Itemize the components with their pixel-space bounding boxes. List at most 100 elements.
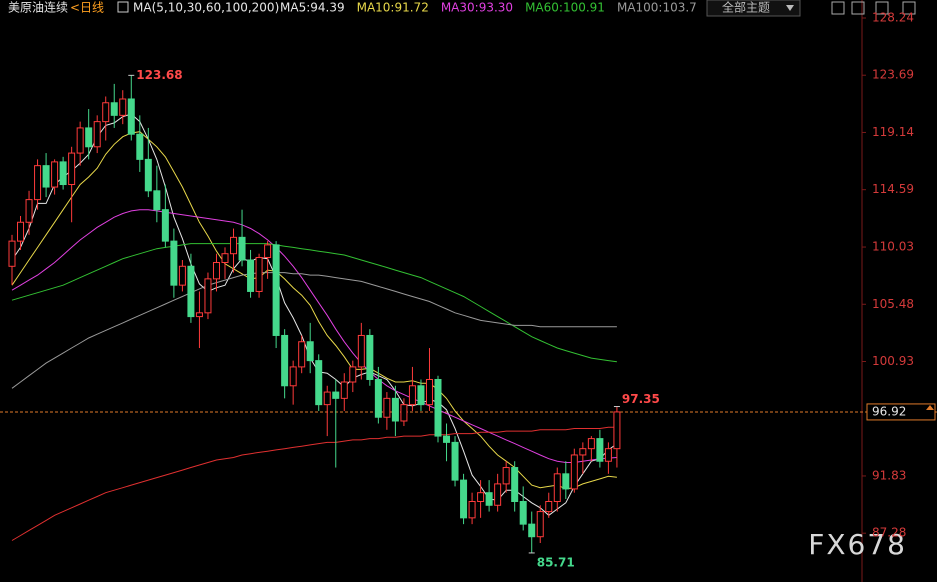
- current-price-arrow: [926, 404, 934, 410]
- candle-body: [8, 240, 16, 267]
- ma-line: [11, 272, 617, 389]
- candle-body: [349, 366, 357, 383]
- candle-body: [604, 448, 612, 462]
- period: <日线: [70, 1, 104, 15]
- extreme-label: 97.35: [622, 392, 660, 406]
- candle-body: [187, 265, 195, 318]
- y-tick-label: 123.69: [872, 68, 914, 82]
- watermark: FX678: [808, 528, 907, 561]
- candle-body: [127, 98, 135, 135]
- icon[interactable]: [902, 1, 916, 15]
- candle-body: [255, 256, 263, 292]
- y-tick-label: 105.48: [872, 297, 914, 311]
- candle-body: [340, 381, 348, 399]
- candle-body: [596, 438, 604, 462]
- candle-body: [238, 236, 246, 261]
- y-tick-label: 87.28: [872, 526, 906, 540]
- current-price-box: [866, 403, 936, 421]
- candle-body: [119, 98, 127, 116]
- y-tick-label: 128.24: [872, 10, 914, 24]
- candle-body: [76, 127, 84, 154]
- indicator: MA(5,10,30,60,100,200): [133, 1, 279, 15]
- candle-body: [264, 244, 272, 258]
- candle-body: [443, 435, 451, 443]
- candle-body: [110, 102, 118, 116]
- candle-body: [212, 262, 220, 280]
- candle-body: [545, 500, 553, 513]
- candle-body: [93, 121, 101, 148]
- candle-body: [562, 473, 570, 490]
- candle-body: [178, 265, 186, 286]
- candle-body: [553, 473, 561, 502]
- candle-body: [408, 385, 416, 406]
- candle-body: [85, 127, 93, 148]
- candle-body: [289, 366, 297, 387]
- candle-body: [136, 133, 144, 160]
- candle-body: [17, 221, 25, 242]
- extreme-label: 123.68: [136, 68, 182, 82]
- candle-body: [195, 312, 203, 318]
- candle-body: [434, 378, 442, 437]
- candle-body: [477, 492, 485, 502]
- y-tick-label: 110.03: [872, 240, 914, 254]
- candle-body: [366, 334, 374, 380]
- icon[interactable]: [831, 1, 845, 15]
- candle-body: [315, 360, 323, 406]
- y-tick-label: 91.83: [872, 468, 906, 482]
- y-tick-label: 100.93: [872, 354, 914, 368]
- candle-body: [51, 161, 59, 188]
- legend-entry: MA5:94.39: [280, 1, 345, 15]
- current-price-label: 96.92: [872, 404, 906, 418]
- candle-body: [59, 161, 67, 186]
- candle-body: [357, 334, 365, 368]
- dropdown[interactable]: [706, 0, 801, 17]
- candle-body: [247, 259, 255, 292]
- candle-body: [485, 492, 493, 506]
- candle-body: [494, 483, 502, 506]
- candle-body: [281, 334, 289, 387]
- candle-body: [417, 385, 425, 406]
- candle-body: [230, 236, 238, 255]
- candle-body: [519, 500, 527, 525]
- candle-body: [536, 511, 544, 538]
- extreme-label: 85.71: [537, 555, 575, 569]
- candle-body: [25, 199, 33, 223]
- candle-body: [221, 253, 229, 264]
- candle-body: [323, 391, 331, 406]
- candle-body: [332, 391, 340, 399]
- candle-body: [425, 378, 433, 406]
- candle-body: [451, 441, 459, 481]
- legend-entry: MA100:103.7: [617, 1, 697, 15]
- candle-body: [170, 240, 178, 286]
- candle-body: [460, 479, 468, 519]
- candle-body: [613, 411, 621, 450]
- candle-body: [391, 397, 399, 422]
- candle-body: [34, 165, 42, 201]
- candle-body: [587, 438, 595, 450]
- candle-body: [528, 523, 536, 538]
- ma-line: [11, 209, 617, 463]
- chart-title: 美原油连续: [8, 0, 68, 15]
- candle-body: [579, 448, 587, 456]
- y-tick-label: 114.59: [872, 182, 914, 196]
- ma-line: [11, 426, 617, 541]
- candle-body: [298, 341, 306, 368]
- icon[interactable]: [851, 1, 865, 15]
- candle-body: [511, 467, 519, 502]
- candle-body: [144, 158, 152, 192]
- legend-entry: MA10:91.72: [357, 1, 429, 15]
- candle-body: [68, 152, 76, 186]
- icon[interactable]: [875, 1, 889, 15]
- legend-entry: MA30:93.30: [441, 1, 513, 15]
- candle-body: [502, 467, 510, 485]
- candle-body: [468, 500, 476, 519]
- checkbox[interactable]: [117, 1, 129, 13]
- legend-entry: MA60:100.91: [525, 1, 605, 15]
- candle-body: [272, 244, 280, 336]
- candle-body: [161, 209, 169, 242]
- candle-body: [306, 341, 314, 362]
- candle-body: [374, 378, 382, 418]
